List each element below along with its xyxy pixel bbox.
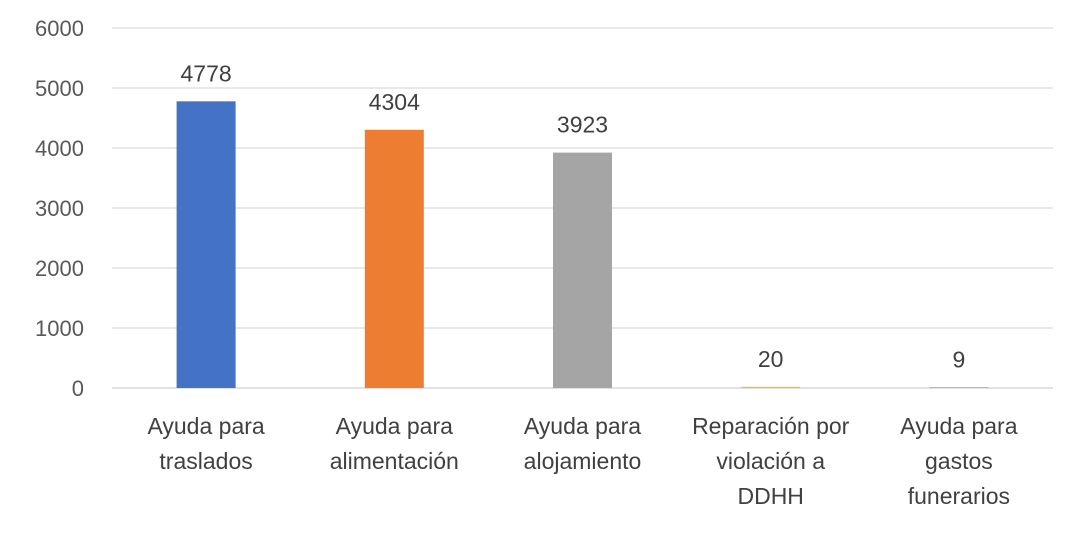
x-axis-category-labels: Ayuda para traslados Ayuda para alimentació… (147, 413, 1017, 509)
data-labels: 4778 4304 3923 20 9 (181, 60, 966, 372)
x-category-label-0: Ayuda para traslados (147, 413, 264, 474)
x-category-label-line: violación a (716, 448, 825, 474)
x-category-label-line: Ayuda para (900, 413, 1017, 439)
x-category-label-2: Ayuda para alojamiento (524, 413, 642, 474)
y-tick-label: 0 (72, 376, 84, 401)
bar-0 (176, 101, 236, 388)
x-category-label-line: Reparación por (692, 413, 850, 439)
bar-1 (364, 129, 424, 388)
x-category-label-line: gastos (925, 448, 993, 474)
data-label-2: 3923 (557, 112, 608, 138)
data-label-4: 9 (953, 346, 966, 372)
y-tick-label: 3000 (35, 196, 84, 221)
x-category-label-line: Ayuda para (147, 413, 264, 439)
data-label-1: 4304 (369, 89, 420, 115)
x-category-label-line: Ayuda para (336, 413, 453, 439)
y-tick-label: 2000 (35, 256, 84, 281)
x-category-label-line: DDHH (737, 483, 803, 509)
bars (176, 101, 989, 388)
x-category-label-4: Ayuda para gastos funerarios (900, 413, 1017, 509)
x-category-label-line: alojamiento (524, 448, 642, 474)
bar-4 (929, 387, 989, 388)
bar-2 (553, 152, 612, 388)
x-category-label-line: funerarios (908, 483, 1010, 509)
x-category-label-3: Reparación por violación a DDHH (692, 413, 850, 509)
x-category-label-line: traslados (159, 448, 252, 474)
y-tick-label: 1000 (35, 316, 84, 341)
bar-3 (741, 386, 801, 388)
y-tick-label: 4000 (35, 136, 84, 161)
data-label-0: 4778 (181, 60, 232, 86)
y-tick-label: 6000 (35, 16, 84, 41)
y-axis-tick-labels: 0 1000 2000 3000 4000 5000 6000 (35, 16, 84, 401)
x-category-label-1: Ayuda para alimentación (330, 413, 459, 474)
y-tick-label: 5000 (35, 76, 84, 101)
data-label-3: 20 (758, 346, 784, 372)
x-category-label-line: Ayuda para (524, 413, 641, 439)
x-category-label-line: alimentación (330, 448, 459, 474)
